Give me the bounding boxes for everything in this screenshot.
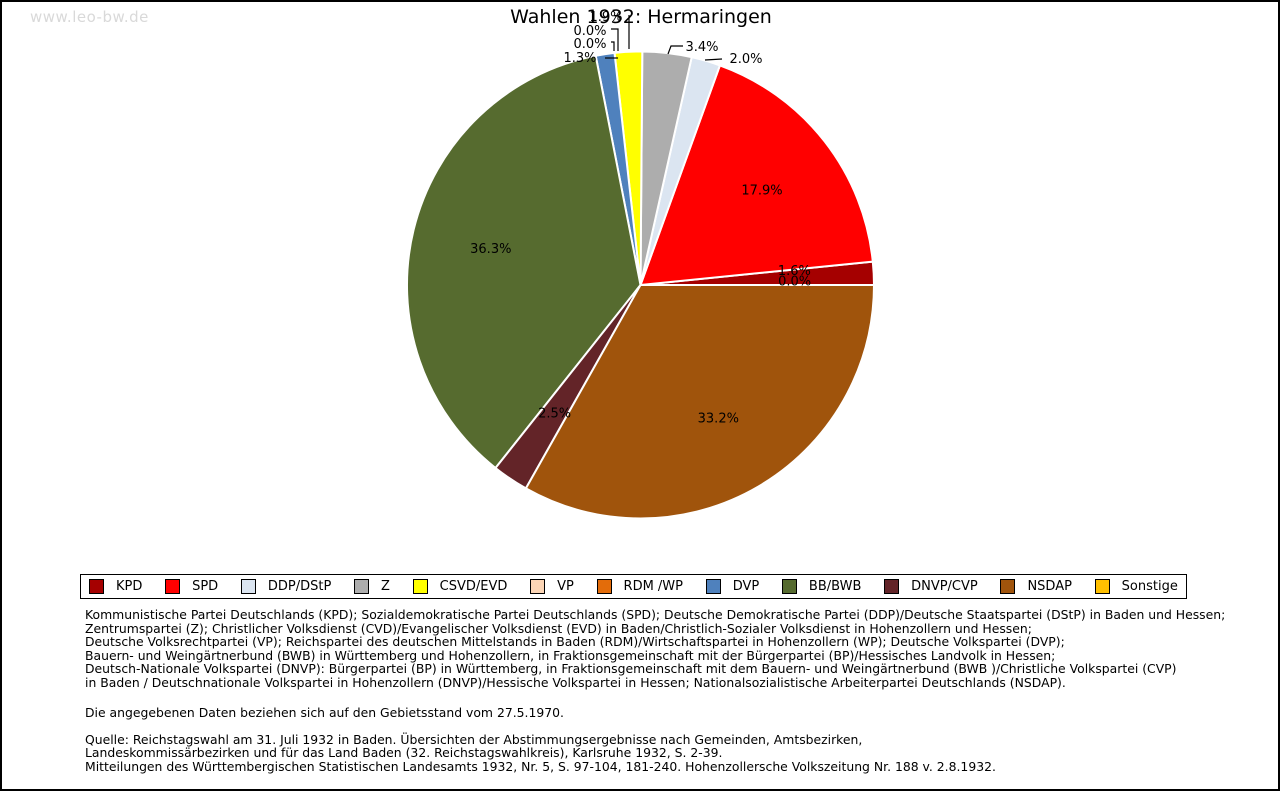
legend-label-csvd-evd: CSVD/EVD: [439, 579, 508, 594]
legend-label-bb-bwb: BB/BWB: [808, 579, 862, 594]
pie-slice-nsdap: [524, 284, 875, 520]
pie-label-ddp-dstp: 2.0%: [729, 52, 762, 67]
legend-item-dnvp-cvp: DNVP/CVP: [884, 579, 978, 594]
legend-item-sonstige: Sonstige: [1094, 579, 1178, 594]
pie-label-spd: 17.9%: [741, 184, 782, 199]
source-line: Quelle: Reichstagswahl am 31. Juli 1932 …: [85, 731, 863, 747]
legend-swatch-kpd: [89, 579, 104, 594]
legend-label-z: Z: [381, 579, 390, 594]
legend-item-nsdap: NSDAP: [1000, 579, 1072, 594]
gebietsstand-text: Die angegebenen Daten beziehen sich auf …: [85, 704, 564, 720]
pie-leader-z: [667, 45, 683, 55]
legend-item-kpd: KPD: [89, 579, 142, 594]
legend-label-sonstige: Sonstige: [1121, 579, 1178, 594]
legend-label-dnvp-cvp: DNVP/CVP: [911, 579, 978, 594]
legend-swatch-csvd-evd: [412, 579, 428, 594]
source-line: Mitteilungen des Württembergischen Stati…: [85, 758, 996, 774]
source-text: Quelle: Reichstagswahl am 31. Juli 1932 …: [85, 731, 1215, 774]
legend-swatch-nsdap: [1000, 579, 1016, 594]
legend-swatch-dnvp-cvp: [884, 579, 900, 594]
legend-label-spd: SPD: [192, 579, 219, 594]
footnotes: Kommunistische Partei Deutschlands (KPD)…: [85, 607, 1226, 774]
pie-label-vp: 0.0%: [573, 24, 606, 39]
legend-swatch-bb-bwb: [781, 579, 797, 594]
legend-swatch-z: [354, 579, 370, 594]
notes-line: Deutsche Volksrechtpartei (VP); Reichspa…: [85, 634, 1065, 649]
legend-item-z: Z: [354, 579, 390, 594]
pie-chart: 1.6%17.9%2.0%3.4%1.9%0.0%0.0%1.3%36.3%2.…: [406, 10, 875, 520]
pie-slice-bb-bwb: [406, 54, 642, 469]
pie-leader-ddp-dstp: [704, 58, 723, 61]
pie-label-sonstige: 0.0%: [778, 275, 811, 290]
pie-label-z: 3.4%: [685, 40, 718, 55]
legend-item-bb-bwb: BB/BWB: [781, 579, 862, 594]
legend-swatch-rdm-wp: [596, 579, 612, 594]
notes-line: Kommunistische Partei Deutschlands (KPD)…: [85, 607, 1226, 622]
legend-item-csvd-evd: CSVD/EVD: [412, 579, 508, 594]
pie-label-bb-bwb: 36.3%: [470, 242, 511, 257]
legend-item-vp: VP: [530, 579, 574, 594]
legend-label-nsdap: NSDAP: [1027, 579, 1072, 594]
page-title: Wahlen 1932: Hermaringen: [510, 6, 772, 28]
pie-slice-spd: [639, 64, 874, 286]
notes-text: Kommunistische Partei Deutschlands (KPD)…: [85, 607, 1226, 690]
pie-label-rdm-wp: 0.0%: [573, 37, 606, 52]
pie-leader-vp: [611, 28, 619, 51]
legend-item-dvp: DVP: [705, 579, 760, 594]
pie-label-dvp: 1.3%: [563, 51, 596, 66]
notes-line: Zentrumspartei (Z); Christlicher Volksdi…: [85, 620, 1032, 636]
notes-line: in Baden / Deutschnationale Volkspartei …: [85, 674, 1066, 690]
pie-leader-rdm-wp: [611, 41, 615, 51]
notes-line: Deutsch-Nationale Volkspartei (DNVP): Bü…: [85, 661, 1177, 676]
legend-label-ddp-dstp: DDP/DStP: [267, 579, 332, 594]
legend-item-ddp-dstp: DDP/DStP: [240, 579, 332, 594]
legend-swatch-vp: [530, 579, 546, 594]
legend-item-spd: SPD: [165, 579, 218, 594]
pie-label-nsdap: 33.2%: [698, 412, 739, 427]
legend: KPD SPD DDP/DStP Z CSVD/EVD VP RDM /WP DVP BB/BW…: [80, 574, 1187, 599]
legend-label-dvp: DVP: [732, 579, 760, 594]
pie-label-kpd: 1.6%: [778, 264, 811, 279]
watermark: www.leo-bw.de: [30, 8, 149, 26]
legend-item-rdm-wp: RDM /WP: [596, 579, 683, 594]
legend-label-rdm-wp: RDM /WP: [623, 579, 683, 594]
legend-label-vp: VP: [557, 579, 574, 594]
legend-swatch-ddp-dstp: [240, 579, 256, 594]
pie-label-dnvp-cvp: 2.5%: [538, 406, 571, 421]
pie-label-csvd-evd: 1.9%: [589, 10, 622, 25]
legend-swatch-sonstige: [1094, 579, 1110, 594]
legend-swatch-spd: [165, 579, 181, 594]
notes-line: Bauern- und Weingärtnerbund (BWB) in Wür…: [85, 647, 1056, 663]
source-line: Landeskommissärbezirken und für das Land…: [85, 745, 723, 760]
legend-label-kpd: KPD: [116, 579, 143, 594]
legend-swatch-dvp: [705, 579, 721, 594]
